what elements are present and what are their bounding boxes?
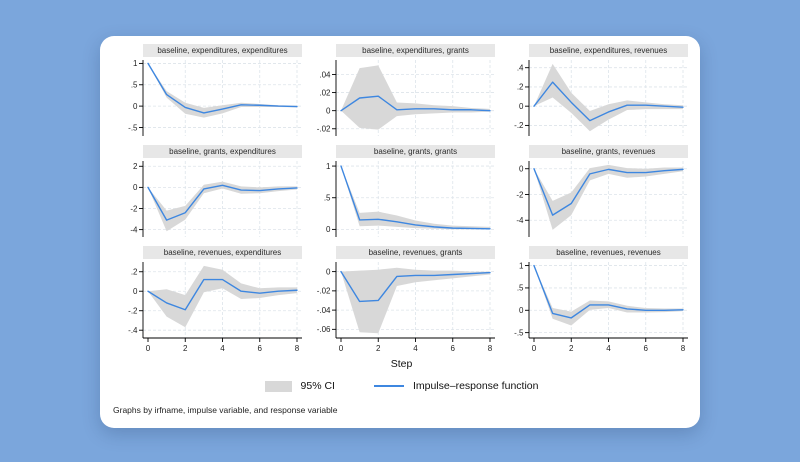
irf-plot: .04 .02 0 -.02 [317,60,495,136]
svg-text:4: 4 [606,344,611,353]
ci-swatch [264,380,292,392]
irf-plot: 0 -2 -4 [516,161,688,237]
panel-title: baseline, grants, expenditures [143,145,302,158]
irf-panel: baseline, grants, grants 1.5 0 [306,145,498,238]
irf-panel: baseline, grants, revenues 0 -2 -4 [499,145,691,238]
svg-text:0: 0 [326,225,331,234]
irf-panel: baseline, revenues, revenues 1 .5 0 -.5 0 2 4 6… [499,246,691,355]
panel-grid: baseline, expenditures, expenditures 1.5… [113,44,690,355]
svg-text:.04: .04 [319,70,331,79]
svg-text:.5: .5 [517,284,524,293]
svg-text:1: 1 [133,59,138,68]
svg-text:0: 0 [339,344,344,353]
svg-text:-.5: -.5 [514,328,524,337]
irf-plot: 1.50 [324,161,495,237]
irf-legend-label: Impulse–response function [412,380,539,392]
svg-text:6: 6 [451,344,456,353]
svg-text:0: 0 [519,102,524,111]
irf-panel: baseline, expenditures, expenditures 1 .5… [113,44,305,137]
svg-text:4: 4 [413,344,418,353]
svg-text:0: 0 [326,267,331,276]
svg-text:2: 2 [376,344,381,353]
irf-graph-card: baseline, expenditures, expenditures 1.5… [100,36,700,428]
irf-panel: baseline, expenditures, grants .04 .02 0 -.… [306,44,498,137]
svg-text:8: 8 [295,344,300,353]
svg-text:6: 6 [644,344,649,353]
svg-text:-.2: -.2 [128,307,138,316]
irf-panel: baseline, expenditures, revenues .4 .2 0 -.… [499,44,691,137]
irf-plot: 1 .5 0 -.5 [128,59,302,136]
svg-text:0: 0 [133,287,138,296]
panel-title: baseline, expenditures, revenues [529,44,688,57]
svg-text:0: 0 [326,106,331,115]
svg-text:2: 2 [133,162,138,171]
svg-text:.2: .2 [517,83,524,92]
legend: 95% CI Impulse–response function [113,378,690,394]
svg-text:.5: .5 [131,81,138,90]
svg-text:0: 0 [532,344,537,353]
svg-text:.5: .5 [324,194,331,203]
irf-plot: 2 0 -2 -4 [130,161,302,237]
irf-line-swatch [373,385,404,387]
panel-title: baseline, revenues, grants [336,246,495,259]
svg-text:-.2: -.2 [514,121,524,130]
svg-text:-.4: -.4 [128,326,138,335]
svg-text:-.02: -.02 [317,287,331,296]
irf-panel: baseline, revenues, expenditures .2 0 -.2 -… [113,246,305,355]
graphs-by-note: Graphs by irfname, impulse variable, and… [113,405,338,415]
svg-text:0: 0 [146,344,151,353]
svg-text:0: 0 [133,183,138,192]
panel-title: baseline, grants, revenues [529,145,688,158]
panel-title: baseline, expenditures, expenditures [143,44,302,57]
svg-text:-2: -2 [516,190,524,199]
svg-text:.2: .2 [131,268,138,277]
svg-text:1: 1 [519,261,524,270]
irf-plot: 1 .5 0 -.5 0 2 4 6 8 [514,261,688,353]
x-axis-label: Step [390,358,413,370]
svg-text:0: 0 [519,306,524,315]
svg-text:0: 0 [519,165,524,174]
svg-text:-2: -2 [130,204,138,213]
panel-title: baseline, grants, grants [336,145,495,158]
irf-plot: .2 0 -.2 -.4 0 2 4 6 8 [128,262,302,353]
irf-plot: .4 .2 0 -.2 [514,60,688,136]
svg-text:.4: .4 [517,63,524,72]
svg-text:-.02: -.02 [317,125,331,134]
irf-panel: baseline, grants, expenditures 2 0 -2 -4 [113,145,305,238]
svg-text:2: 2 [569,344,574,353]
svg-text:6: 6 [258,344,263,353]
svg-text:-.06: -.06 [317,325,331,334]
svg-text:-.5: -.5 [128,123,138,132]
svg-text:-.04: -.04 [317,306,331,315]
svg-text:1: 1 [326,162,331,171]
svg-text:4: 4 [220,344,225,353]
svg-text:8: 8 [488,344,493,353]
svg-text:0: 0 [133,102,138,111]
ci-legend-label: 95% CI [300,380,335,392]
svg-text:8: 8 [681,344,686,353]
irf-panel: baseline, revenues, grants 0 -.02 -.04 -.06… [306,246,498,355]
panel-title: baseline, revenues, revenues [529,246,688,259]
panel-title: baseline, expenditures, grants [336,44,495,57]
svg-text:-4: -4 [130,225,138,234]
svg-text:2: 2 [183,344,188,353]
svg-text:-4: -4 [516,216,524,225]
panel-title: baseline, revenues, expenditures [143,246,302,259]
irf-plot: 0 -.02 -.04 -.06 0 2 4 6 8 [317,262,495,353]
svg-text:.02: .02 [319,88,331,97]
